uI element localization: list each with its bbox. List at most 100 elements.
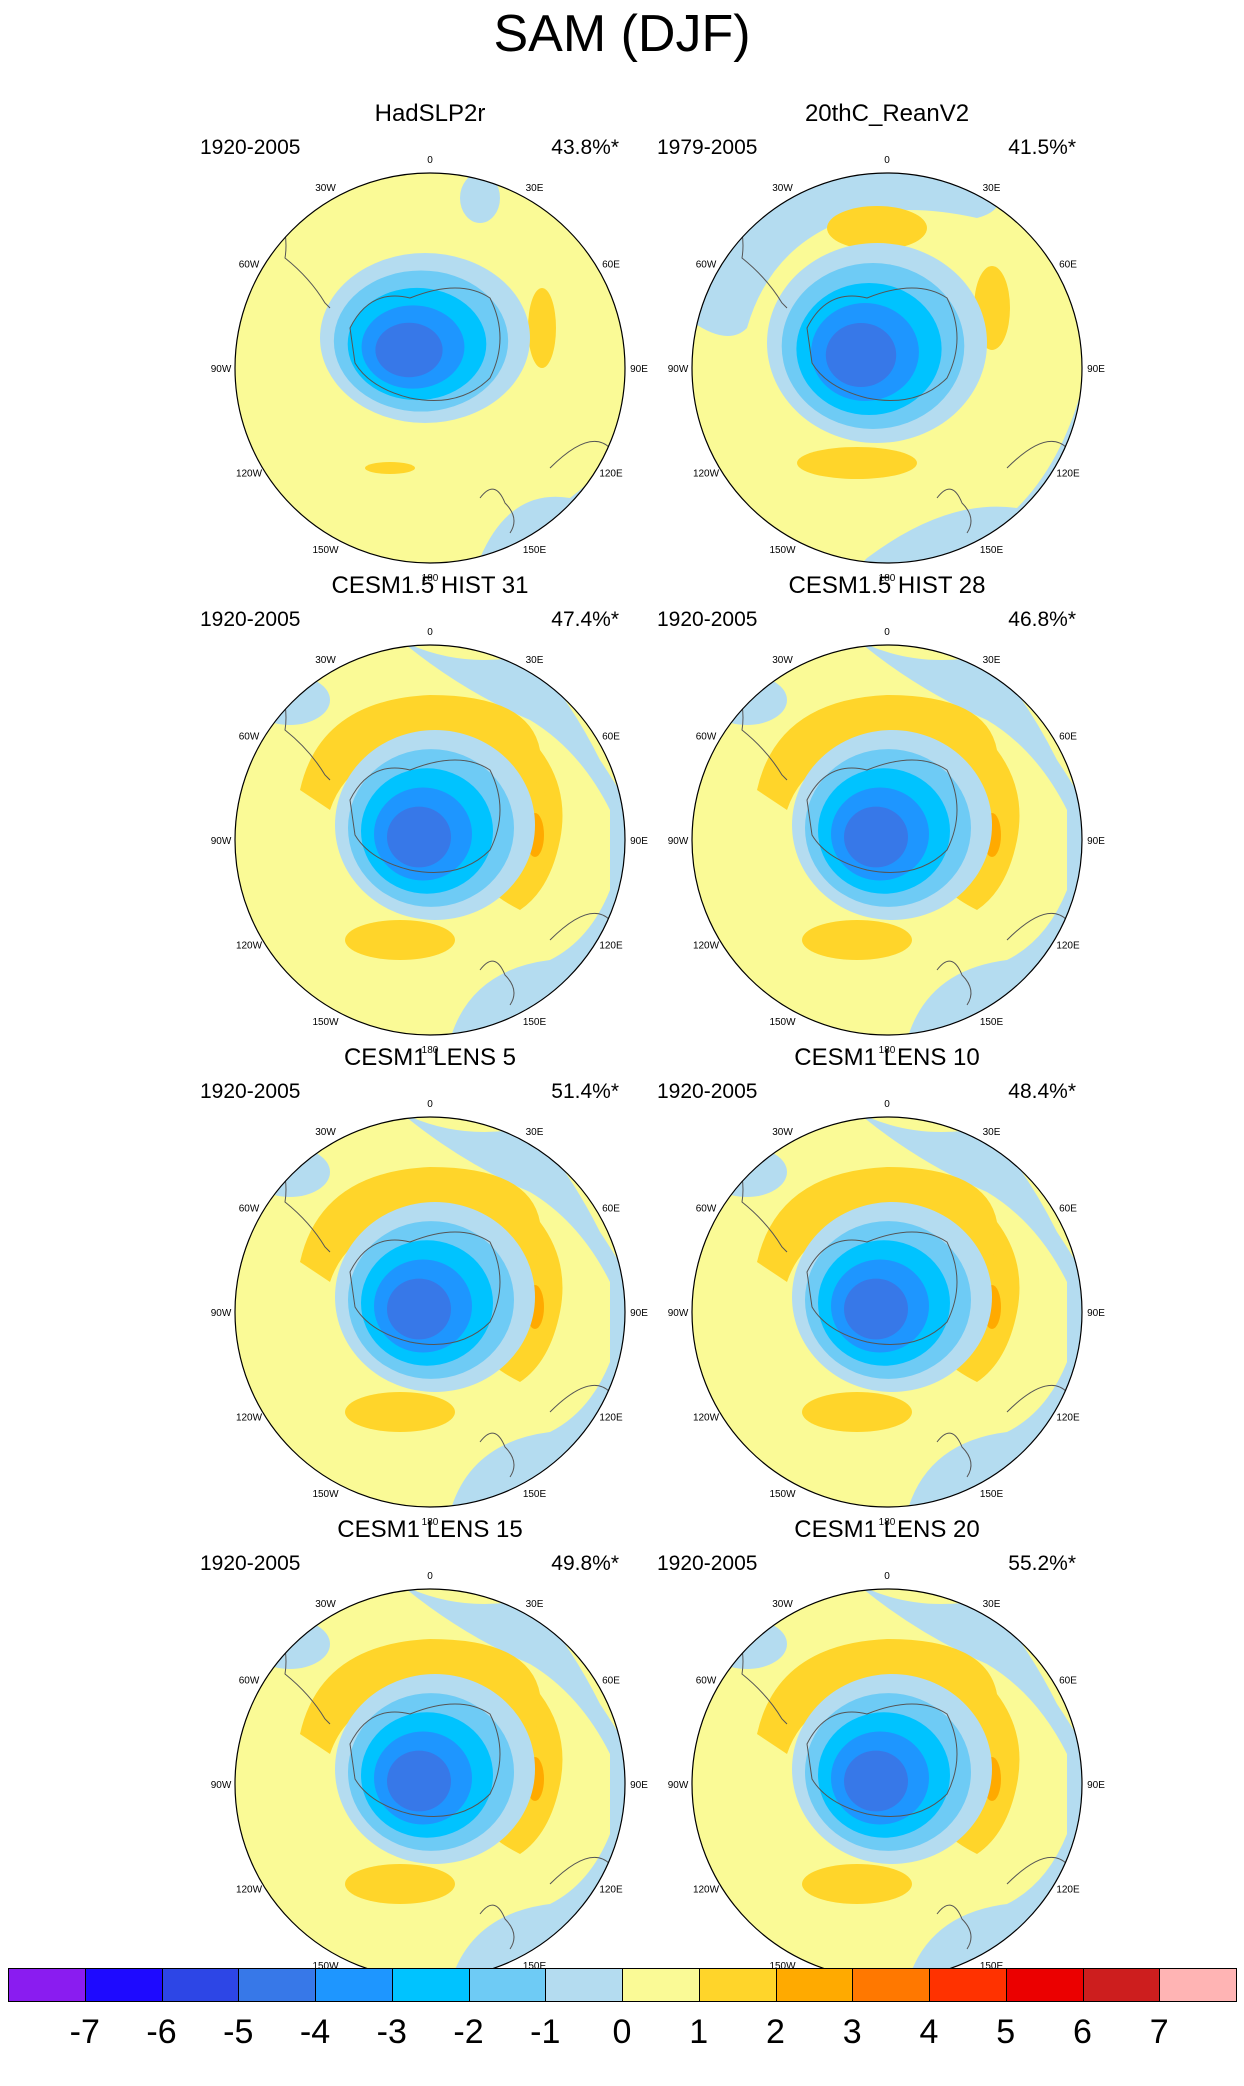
longitude-label: 120E (599, 941, 623, 952)
map-boundary (234, 172, 626, 564)
longitude-label: 0 (884, 1099, 890, 1110)
antarctica-coastline (349, 1231, 501, 1345)
longitude-label: 150W (769, 1489, 796, 1500)
longitude-label: 120E (1056, 1413, 1080, 1424)
longitude-label: 30W (315, 655, 336, 666)
longitude-label: 90E (1087, 836, 1105, 847)
longitude-label: 90E (1087, 364, 1105, 375)
longitude-label: 120E (1056, 941, 1080, 952)
panel-title: CESM1 LENS 15 (337, 1516, 523, 1543)
figure-title: SAM (DJF) (493, 5, 751, 63)
panel-title: HadSLP2r (374, 100, 486, 127)
longitude-label: 120W (693, 469, 720, 480)
field-negative-contour (387, 1750, 451, 1812)
longitude-label: 90E (630, 364, 648, 375)
colorbar-tick-label: 0 (612, 2013, 632, 2051)
new-zealand-coastline (936, 1432, 972, 1478)
longitude-label: 0 (427, 155, 433, 166)
colorbar-segment (1082, 1968, 1161, 2002)
field-negative-small (857, 1117, 1082, 1507)
colorbar-segment (1159, 1968, 1237, 2002)
colorbar-segment (315, 1968, 393, 2002)
colorbar (8, 1968, 1237, 2002)
map-panel: HadSLP2r 1920-2005 43.8%* 0 30E 60E 90E 120E 150… (195, 100, 665, 584)
panel-title: CESM1.5 HIST 31 (331, 572, 529, 599)
new-zealand-coastline (936, 488, 972, 534)
longitude-label: 30W (772, 1599, 793, 1610)
panel-period: 1979-2005 (657, 136, 758, 159)
colorbar-tick-label: 7 (1149, 2013, 1169, 2051)
longitude-label: 30E (983, 1599, 1001, 1610)
longitude-label: 150W (769, 545, 796, 556)
antarctica-coastline (806, 287, 958, 401)
colorbar-tick-label: -3 (376, 2013, 407, 2051)
panel-title: CESM1 LENS 10 (794, 1044, 980, 1071)
longitude-label: 0 (884, 155, 890, 166)
panel-variance: 47.4%* (551, 608, 619, 631)
colorbar-segment (775, 1968, 854, 2002)
panel-variance: 55.2%* (1008, 1552, 1076, 1575)
colorbar-segment (238, 1968, 316, 2002)
longitude-label: 0 (884, 1571, 890, 1582)
antarctica-coastline (806, 1703, 958, 1817)
panel-period: 1920-2005 (657, 608, 758, 631)
longitude-label: 150E (980, 545, 1004, 556)
field-negative-small (707, 1147, 787, 1197)
panel-title: CESM1 LENS 20 (794, 1516, 980, 1543)
longitude-label: 120E (599, 469, 623, 480)
longitude-label: 90W (211, 364, 232, 375)
longitude-label: 60E (602, 1204, 620, 1215)
colorbar-tick-label: -2 (453, 2013, 484, 2051)
field-negative-contour (844, 806, 908, 868)
longitude-label: 60W (239, 1676, 260, 1687)
longitude-label: 180 (879, 1045, 896, 1056)
field-negative-small (400, 1117, 625, 1507)
colorbar-tick-label: -4 (299, 2013, 331, 2051)
longitude-label: 90W (668, 1308, 689, 1319)
field-negative-small (707, 1619, 787, 1669)
field-positive-medium (802, 1392, 912, 1432)
longitude-label: 60E (602, 732, 620, 743)
colorbar-tick-label: -5 (223, 2013, 254, 2051)
colorbar-segment (622, 1968, 700, 2002)
longitude-label: 120W (236, 469, 263, 480)
field-positive-medium (797, 447, 917, 479)
colorbar-tick-label: -7 (69, 2013, 100, 2051)
map-boundary (234, 1116, 626, 1508)
map-panel: CESM1.5 HIST 28 1920-2005 46.8%* 0 30E 60E 90E… (652, 572, 1122, 1056)
panel-variance: 51.4%* (551, 1080, 619, 1103)
longitude-label: 60W (239, 1204, 260, 1215)
field-negative-contour (825, 323, 897, 387)
colorbar-segment (468, 1968, 547, 2002)
longitude-label: 30W (772, 1127, 793, 1138)
longitude-label: 120E (1056, 469, 1080, 480)
field-positive-medium (802, 920, 912, 960)
longitude-label: 90W (668, 364, 689, 375)
longitude-label: 150E (980, 1961, 1004, 1972)
longitude-label: 30E (983, 655, 1001, 666)
longitude-label: 150W (312, 1017, 339, 1028)
colorbar-segment (852, 1968, 930, 2002)
longitude-label: 30W (315, 1127, 336, 1138)
longitude-label: 30E (526, 1599, 544, 1610)
longitude-label: 60E (602, 260, 620, 271)
panel-period: 1920-2005 (200, 1552, 301, 1575)
longitude-label: 180 (422, 1517, 439, 1528)
longitude-label: 30E (526, 183, 544, 194)
panel-period: 1920-2005 (657, 1552, 758, 1575)
map-panel: CESM1 LENS 10 1920-2005 48.4%* 0 30E 60E 90E 12… (652, 1044, 1122, 1528)
colorbar-tick-label: 6 (1073, 2013, 1092, 2051)
longitude-label: 90E (1087, 1780, 1105, 1791)
field-negative-small (707, 675, 787, 725)
colorbar-tick-label: 5 (996, 2013, 1016, 2051)
longitude-label: 60E (1059, 1676, 1077, 1687)
longitude-label: 120W (236, 941, 263, 952)
longitude-label: 150W (312, 1961, 339, 1972)
longitude-label: 0 (884, 627, 890, 638)
longitude-label: 120W (693, 1413, 720, 1424)
colorbar-segment (84, 1968, 163, 2002)
field-negative-small (857, 1589, 1082, 1979)
longitude-label: 30W (315, 183, 336, 194)
